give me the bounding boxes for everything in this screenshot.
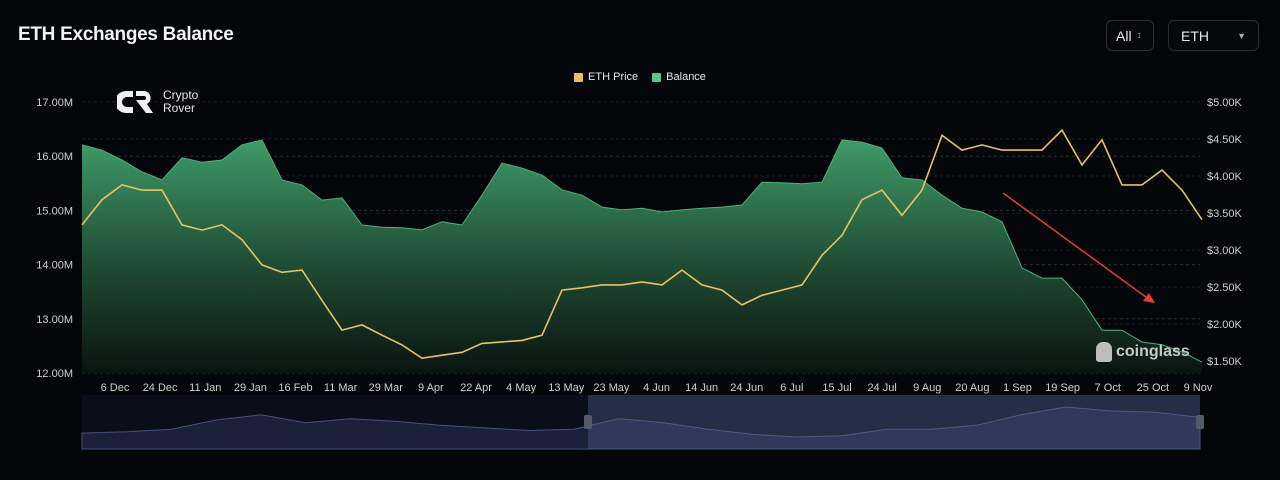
- x-tick-label: 29 Jan: [234, 382, 267, 394]
- x-tick-label: 6 Dec: [101, 382, 130, 394]
- x-tick-label: 9 Aug: [913, 382, 941, 394]
- x-tick-label: 9 Apr: [418, 382, 444, 394]
- navigator-area: [81, 406, 1201, 450]
- x-tick-label: 24 Jul: [867, 382, 896, 394]
- left-tick-label: 17.00M: [36, 97, 73, 109]
- right-tick-label: $2.50K: [1207, 282, 1243, 294]
- legend-label-balance: Balance: [666, 71, 706, 83]
- asset-select-label: ETH: [1181, 27, 1209, 44]
- x-tick-label: 24 Dec: [143, 382, 178, 394]
- caret-down-icon: ▼: [1237, 30, 1246, 41]
- x-tick-label: 9 Nov: [1184, 382, 1213, 394]
- legend: ETH Price Balance: [0, 71, 1280, 83]
- right-tick-label: $1.50K: [1207, 356, 1243, 368]
- balance-area: [82, 139, 1202, 373]
- right-tick-label: $2.00K: [1207, 319, 1243, 331]
- logo-line1: Crypto: [163, 88, 199, 102]
- x-tick-label: 13 May: [548, 382, 585, 394]
- left-tick-label: 14.00M: [36, 260, 73, 272]
- right-tick-label: $3.00K: [1207, 245, 1243, 257]
- range-select-label: All: [1116, 27, 1132, 44]
- navigator-handle-left[interactable]: [584, 415, 592, 429]
- x-tick-label: 24 Jun: [730, 382, 763, 394]
- left-tick-label: 12.00M: [36, 368, 73, 380]
- up-down-chevron-icon: ↕: [1136, 30, 1142, 41]
- legend-swatch-price: [574, 72, 584, 82]
- navigator-handle-right[interactable]: [1196, 415, 1204, 429]
- left-tick-label: 15.00M: [36, 205, 73, 217]
- crypto-rover-logo: Crypto Rover: [117, 88, 198, 116]
- x-tick-label: 22 Apr: [460, 382, 492, 394]
- x-tick-label: 11 Jan: [189, 382, 221, 394]
- x-tick-label: 19 Sep: [1045, 382, 1080, 394]
- asset-select[interactable]: ETH ▼: [1168, 20, 1259, 51]
- x-tick-label: 16 Feb: [278, 382, 312, 394]
- x-tick-label: 6 Jul: [780, 382, 803, 394]
- navigator-selection[interactable]: [588, 395, 1200, 449]
- left-tick-label: 13.00M: [36, 314, 73, 326]
- x-tick-label: 23 May: [593, 382, 630, 394]
- coinglass-logo-icon: [1096, 342, 1112, 362]
- left-tick-label: 16.00M: [36, 151, 73, 163]
- x-tick-label: 11 Mar: [324, 382, 358, 394]
- x-tick-label: 20 Aug: [955, 382, 989, 394]
- right-tick-label: $4.00K: [1207, 171, 1243, 183]
- coinglass-watermark: coinglass: [1096, 342, 1190, 362]
- legend-label-price: ETH Price: [588, 71, 639, 83]
- x-tick-label: 4 Jun: [643, 382, 670, 394]
- coinglass-text: coinglass: [1116, 343, 1190, 360]
- x-tick-label: 15 Jul: [822, 382, 851, 394]
- right-tick-label: $3.50K: [1207, 208, 1243, 220]
- price-line: [81, 128, 1203, 360]
- navigator[interactable]: [81, 395, 1204, 450]
- legend-item-balance[interactable]: Balance: [652, 71, 706, 83]
- logo-line2: Rover: [163, 101, 196, 115]
- x-tick-label: 4 May: [506, 382, 536, 394]
- crypto-rover-logo-icon: [117, 91, 153, 113]
- legend-item-price[interactable]: ETH Price: [574, 71, 638, 83]
- x-tick-label: 7 Oct: [1095, 382, 1121, 394]
- trend-arrow-head: [1143, 293, 1155, 303]
- balance-line: [81, 139, 1203, 363]
- x-tick-label: 29 Mar: [369, 382, 404, 394]
- trend-arrow: [1002, 192, 1151, 301]
- x-tick-label: 25 Oct: [1137, 382, 1169, 394]
- legend-swatch-balance: [652, 72, 662, 82]
- x-tick-label: 1 Sep: [1003, 382, 1032, 394]
- page-title: ETH Exchanges Balance: [18, 24, 234, 45]
- range-select[interactable]: All ↕: [1106, 20, 1154, 51]
- right-tick-label: $5.00K: [1207, 97, 1243, 109]
- right-tick-label: $4.50K: [1207, 134, 1243, 146]
- x-tick-label: 14 Jun: [685, 382, 718, 394]
